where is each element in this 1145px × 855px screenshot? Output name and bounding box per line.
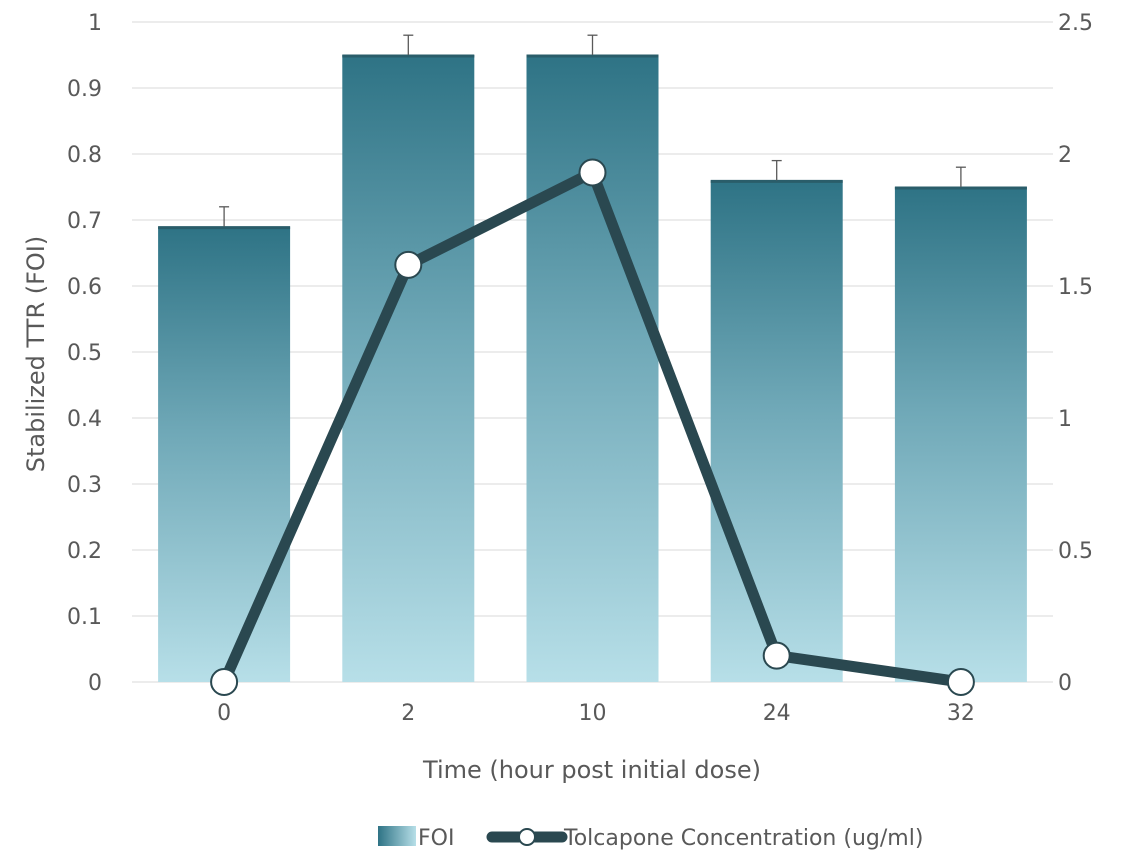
line-point [762, 641, 791, 670]
x-tick-label: 24 [763, 701, 791, 726]
bar [710, 180, 843, 682]
line-point [946, 668, 975, 696]
legend-swatch-foi [378, 826, 416, 846]
legend-label-foi: FOI [418, 826, 454, 851]
y-tick-label: 0.9 [67, 77, 102, 102]
bar-series [158, 54, 1027, 682]
y-tick-label: 0.3 [67, 473, 102, 498]
legend: FOI Tolcapone Concentration (ug/ml) [378, 826, 923, 851]
y-tick-label: 0.5 [67, 341, 102, 366]
x-tick-label: 2 [401, 701, 415, 726]
y-tick-label: 0.7 [67, 209, 102, 234]
y-tick-label: 0.4 [67, 407, 102, 432]
y2-tick-label: 0.5 [1058, 539, 1093, 564]
y-axis-title: Stabilized TTR (FOI) [22, 236, 50, 473]
x-axis: 0 2 10 24 32 [217, 701, 975, 726]
y-tick-label: 1 [88, 11, 102, 36]
error-bars [219, 34, 966, 227]
line-point [210, 668, 239, 696]
y2-tick-label: 0 [1058, 671, 1072, 696]
bar [894, 187, 1027, 682]
legend-label-tolcapone: Tolcapone Concentration (ug/ml) [563, 826, 923, 851]
line-series [210, 158, 975, 696]
y-axis-right: 0 0.5 1 1.5 2 2.5 [1058, 11, 1093, 696]
y2-tick-label: 1.5 [1058, 275, 1093, 300]
y2-tick-label: 2 [1058, 143, 1072, 168]
x-tick-label: 32 [947, 701, 975, 726]
x-tick-label: 0 [217, 701, 231, 726]
x-tick-label: 10 [579, 701, 607, 726]
line-point [394, 250, 423, 279]
y-tick-label: 0.2 [67, 539, 102, 564]
bar [158, 226, 291, 682]
legend-item-tolcapone: Tolcapone Concentration (ug/ml) [486, 826, 923, 851]
x-axis-title: Time (hour post initial dose) [422, 756, 761, 784]
y-axis-left: 0 0.1 0.2 0.3 0.4 0.5 0.6 0.7 0.8 0.9 1 [67, 11, 102, 696]
y-tick-label: 0 [88, 671, 102, 696]
y-tick-label: 0.8 [67, 143, 102, 168]
legend-swatch-tolcapone-marker [518, 828, 536, 846]
legend-item-foi: FOI [378, 826, 454, 851]
y-tick-label: 0.1 [67, 605, 102, 630]
line-point [578, 158, 607, 187]
y2-tick-label: 2.5 [1058, 11, 1093, 36]
bar [526, 55, 659, 682]
y-tick-label: 0.6 [67, 275, 102, 300]
y2-tick-label: 1 [1058, 407, 1072, 432]
